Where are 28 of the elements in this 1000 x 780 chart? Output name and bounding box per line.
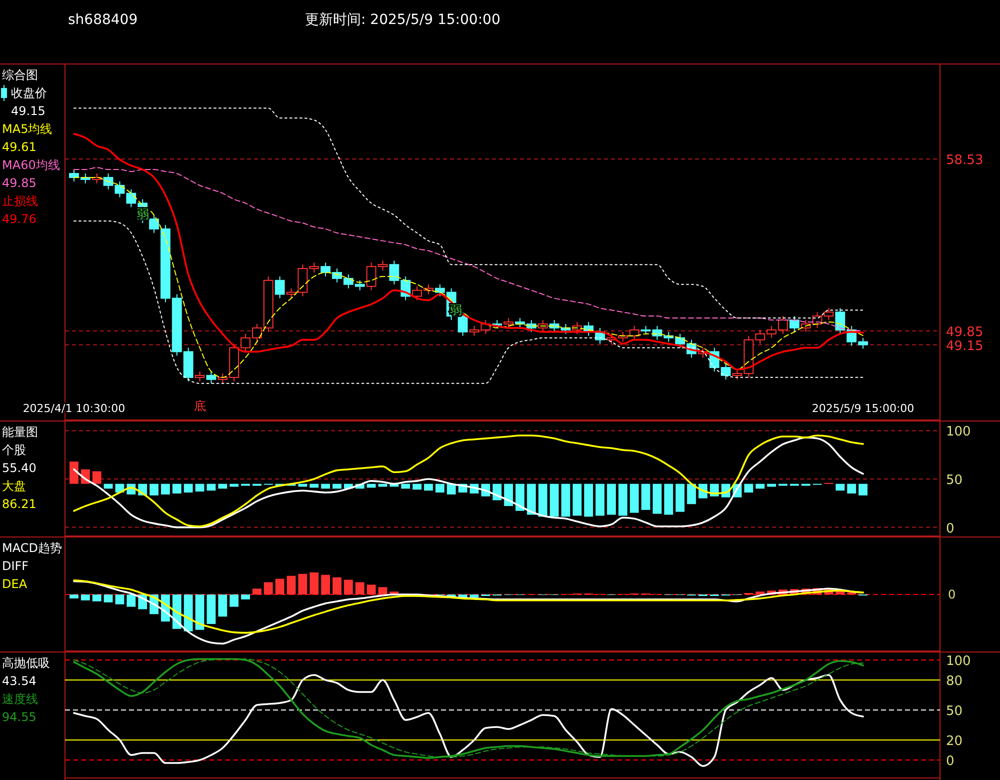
x-tick-label: 2025/5/9 15:00:00 <box>812 402 914 415</box>
y-tick-label: 50 <box>946 473 963 488</box>
series-label: MA60均线 49.85 <box>2 157 61 192</box>
text: 止损线 49.76 <box>2 193 39 228</box>
y-tick-label: 50 <box>946 704 963 719</box>
chart-title: MACD趋势 <box>2 541 62 555</box>
text: DIFF <box>2 558 30 575</box>
y-tick-label: 100 <box>946 424 971 440</box>
text: 个股 55.40 <box>2 442 38 477</box>
text: MA5均线 49.61 <box>2 121 54 156</box>
chart-title: 能量图 <box>2 425 38 439</box>
text: 大盘 86.21 <box>2 478 38 513</box>
legend-label: 收盘价 49.15 <box>11 85 48 120</box>
y-tick-label: 49.15 <box>946 338 984 354</box>
y-tick-label: 0 <box>946 754 954 769</box>
chart-subtitle: sh688409 <box>68 12 138 28</box>
y-tick-label: 49.85 <box>946 324 984 340</box>
y-tick-label: 58.53 <box>946 153 984 168</box>
y-tick-label: 0 <box>946 521 954 536</box>
annotation: 底 <box>194 399 206 413</box>
chart-title: 综合图 <box>2 68 38 82</box>
y-tick-label: 100 <box>946 654 971 669</box>
text: 更新时间: 2025/5/9 15:00:00 <box>305 12 500 28</box>
text: 速度线 94.55 <box>2 691 39 726</box>
y-tick-label: 20 <box>946 734 963 749</box>
y-tick-label: 80 <box>946 674 963 689</box>
text: DEA <box>2 576 28 593</box>
text: 高抛低吸 43.54 <box>2 655 51 690</box>
